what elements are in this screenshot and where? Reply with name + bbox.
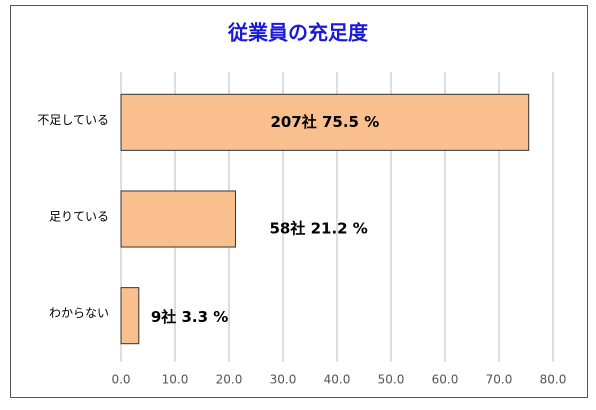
y-tick-label: わからない <box>49 306 109 320</box>
value-label: 9社 3.3 % <box>151 308 228 326</box>
x-tick-label: 30.0 <box>270 373 297 387</box>
bar <box>120 93 530 151</box>
y-tick-label: 不足している <box>37 113 109 127</box>
chart-title: 従業員の充足度 <box>227 21 369 45</box>
chart-border <box>10 5 588 398</box>
value-label: 58社 21.2 % <box>269 220 367 238</box>
x-tick-label: 0.0 <box>111 373 130 387</box>
x-tick-label: 70.0 <box>486 373 513 387</box>
x-tick-label: 20.0 <box>216 373 243 387</box>
x-tick-label: 10.0 <box>162 373 189 387</box>
value-label: 207社 75.5 % <box>270 113 379 131</box>
bar <box>120 287 140 345</box>
x-tick-label: 50.0 <box>378 373 405 387</box>
bar <box>120 190 236 248</box>
x-tick-label: 60.0 <box>432 373 459 387</box>
y-tick-label: 足りている <box>49 210 109 224</box>
x-tick-label: 40.0 <box>324 373 351 387</box>
x-tick-label: 80.0 <box>540 373 567 387</box>
